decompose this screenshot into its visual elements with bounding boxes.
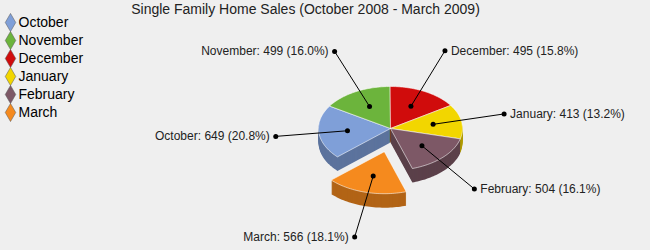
svg-text:January: 413 (13.2%): January: 413 (13.2%): [510, 107, 625, 121]
svg-text:Single Family Home Sales (Octo: Single Family Home Sales (October 2008 -…: [131, 1, 480, 17]
svg-text:February: February: [19, 86, 75, 102]
svg-text:December: December: [19, 50, 84, 66]
svg-text:December: 495 (15.8%): December: 495 (15.8%): [451, 44, 578, 58]
svg-text:October: 649 (20.8%): October: 649 (20.8%): [155, 129, 270, 143]
svg-text:March: March: [19, 104, 58, 120]
svg-text:March: 566 (18.1%): March: 566 (18.1%): [243, 230, 348, 244]
svg-text:October: October: [19, 14, 69, 30]
svg-text:February: 504 (16.1%): February: 504 (16.1%): [480, 182, 600, 196]
svg-text:January: January: [19, 68, 69, 84]
svg-text:November: November: [19, 32, 84, 48]
svg-text:November: 499 (16.0%): November: 499 (16.0%): [201, 44, 328, 58]
